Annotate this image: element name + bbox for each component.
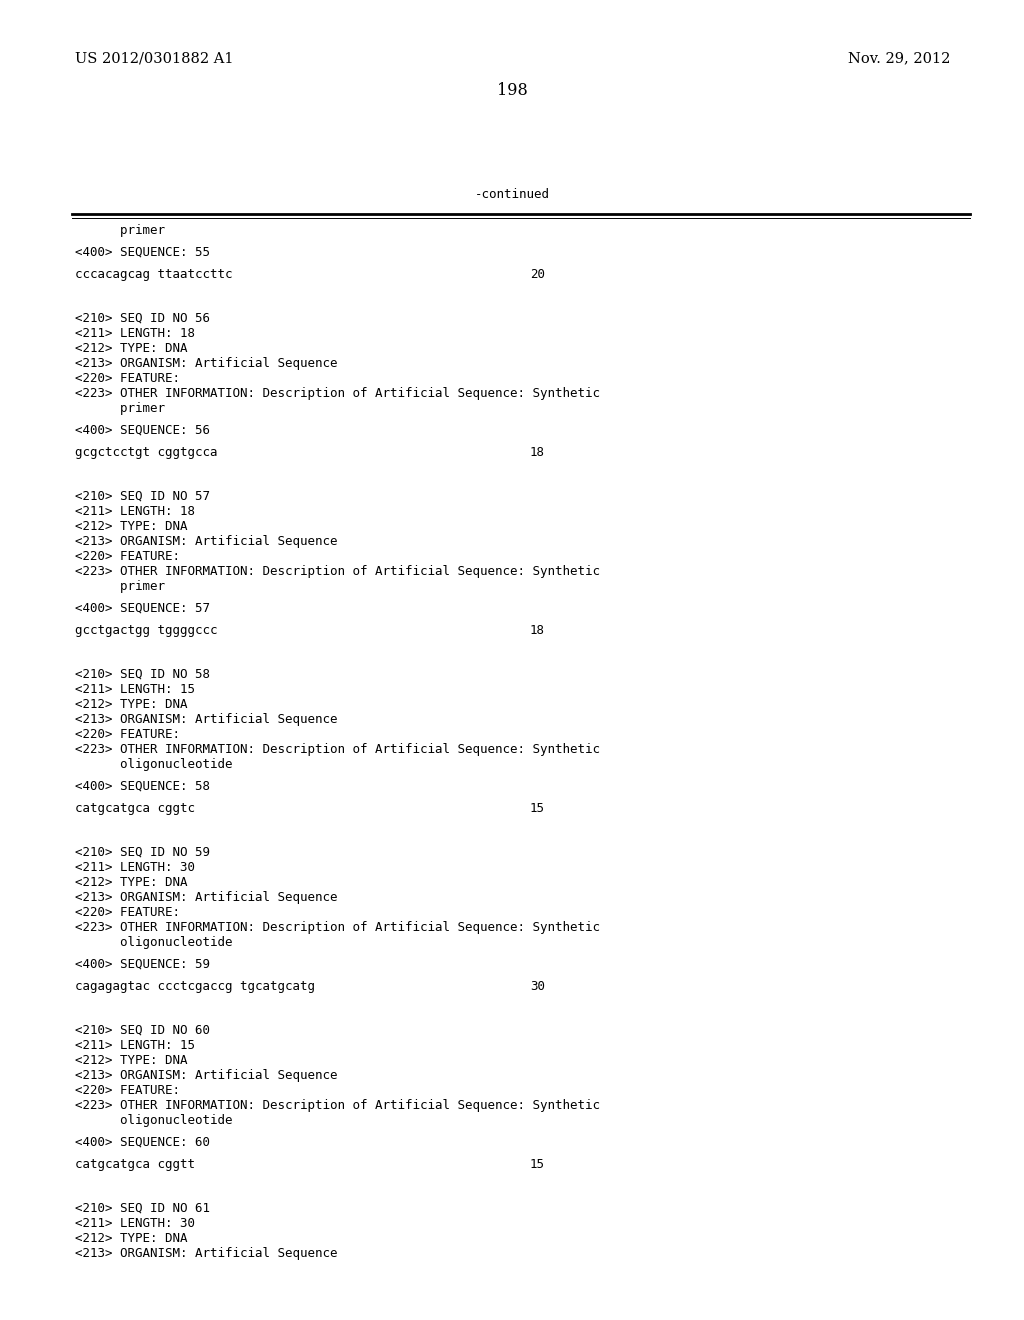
Text: <212> TYPE: DNA: <212> TYPE: DNA xyxy=(75,876,187,888)
Text: catgcatgca cggtt: catgcatgca cggtt xyxy=(75,1158,195,1171)
Text: 18: 18 xyxy=(530,446,545,459)
Text: catgcatgca cggtc: catgcatgca cggtc xyxy=(75,803,195,814)
Text: Nov. 29, 2012: Nov. 29, 2012 xyxy=(848,51,950,65)
Text: oligonucleotide: oligonucleotide xyxy=(75,1114,232,1127)
Text: <212> TYPE: DNA: <212> TYPE: DNA xyxy=(75,520,187,533)
Text: <210> SEQ ID NO 56: <210> SEQ ID NO 56 xyxy=(75,312,210,325)
Text: <220> FEATURE:: <220> FEATURE: xyxy=(75,550,180,564)
Text: <220> FEATURE:: <220> FEATURE: xyxy=(75,1084,180,1097)
Text: <211> LENGTH: 15: <211> LENGTH: 15 xyxy=(75,1039,195,1052)
Text: <223> OTHER INFORMATION: Description of Artificial Sequence: Synthetic: <223> OTHER INFORMATION: Description of … xyxy=(75,387,600,400)
Text: -continued: -continued xyxy=(474,187,550,201)
Text: <211> LENGTH: 15: <211> LENGTH: 15 xyxy=(75,682,195,696)
Text: <211> LENGTH: 18: <211> LENGTH: 18 xyxy=(75,327,195,341)
Text: 198: 198 xyxy=(497,82,527,99)
Text: <400> SEQUENCE: 58: <400> SEQUENCE: 58 xyxy=(75,780,210,793)
Text: <211> LENGTH: 18: <211> LENGTH: 18 xyxy=(75,506,195,517)
Text: <223> OTHER INFORMATION: Description of Artificial Sequence: Synthetic: <223> OTHER INFORMATION: Description of … xyxy=(75,743,600,756)
Text: <212> TYPE: DNA: <212> TYPE: DNA xyxy=(75,1053,187,1067)
Text: <213> ORGANISM: Artificial Sequence: <213> ORGANISM: Artificial Sequence xyxy=(75,713,338,726)
Text: <213> ORGANISM: Artificial Sequence: <213> ORGANISM: Artificial Sequence xyxy=(75,891,338,904)
Text: cagagagtac ccctcgaccg tgcatgcatg: cagagagtac ccctcgaccg tgcatgcatg xyxy=(75,979,315,993)
Text: <213> ORGANISM: Artificial Sequence: <213> ORGANISM: Artificial Sequence xyxy=(75,356,338,370)
Text: <212> TYPE: DNA: <212> TYPE: DNA xyxy=(75,698,187,711)
Text: <400> SEQUENCE: 60: <400> SEQUENCE: 60 xyxy=(75,1137,210,1148)
Text: <210> SEQ ID NO 57: <210> SEQ ID NO 57 xyxy=(75,490,210,503)
Text: <223> OTHER INFORMATION: Description of Artificial Sequence: Synthetic: <223> OTHER INFORMATION: Description of … xyxy=(75,1100,600,1111)
Text: oligonucleotide: oligonucleotide xyxy=(75,936,232,949)
Text: <210> SEQ ID NO 58: <210> SEQ ID NO 58 xyxy=(75,668,210,681)
Text: gcgctcctgt cggtgcca: gcgctcctgt cggtgcca xyxy=(75,446,217,459)
Text: 18: 18 xyxy=(530,624,545,638)
Text: <211> LENGTH: 30: <211> LENGTH: 30 xyxy=(75,1217,195,1230)
Text: <213> ORGANISM: Artificial Sequence: <213> ORGANISM: Artificial Sequence xyxy=(75,1247,338,1261)
Text: <212> TYPE: DNA: <212> TYPE: DNA xyxy=(75,1232,187,1245)
Text: 15: 15 xyxy=(530,1158,545,1171)
Text: <210> SEQ ID NO 60: <210> SEQ ID NO 60 xyxy=(75,1024,210,1038)
Text: 20: 20 xyxy=(530,268,545,281)
Text: <211> LENGTH: 30: <211> LENGTH: 30 xyxy=(75,861,195,874)
Text: <210> SEQ ID NO 59: <210> SEQ ID NO 59 xyxy=(75,846,210,859)
Text: 30: 30 xyxy=(530,979,545,993)
Text: <220> FEATURE:: <220> FEATURE: xyxy=(75,906,180,919)
Text: primer: primer xyxy=(75,403,165,414)
Text: <213> ORGANISM: Artificial Sequence: <213> ORGANISM: Artificial Sequence xyxy=(75,535,338,548)
Text: cccacagcag ttaatccttc: cccacagcag ttaatccttc xyxy=(75,268,232,281)
Text: <400> SEQUENCE: 56: <400> SEQUENCE: 56 xyxy=(75,424,210,437)
Text: US 2012/0301882 A1: US 2012/0301882 A1 xyxy=(75,51,233,65)
Text: 15: 15 xyxy=(530,803,545,814)
Text: <223> OTHER INFORMATION: Description of Artificial Sequence: Synthetic: <223> OTHER INFORMATION: Description of … xyxy=(75,921,600,935)
Text: <220> FEATURE:: <220> FEATURE: xyxy=(75,729,180,741)
Text: <223> OTHER INFORMATION: Description of Artificial Sequence: Synthetic: <223> OTHER INFORMATION: Description of … xyxy=(75,565,600,578)
Text: <213> ORGANISM: Artificial Sequence: <213> ORGANISM: Artificial Sequence xyxy=(75,1069,338,1082)
Text: <220> FEATURE:: <220> FEATURE: xyxy=(75,372,180,385)
Text: <210> SEQ ID NO 61: <210> SEQ ID NO 61 xyxy=(75,1203,210,1214)
Text: <400> SEQUENCE: 55: <400> SEQUENCE: 55 xyxy=(75,246,210,259)
Text: gcctgactgg tggggccc: gcctgactgg tggggccc xyxy=(75,624,217,638)
Text: primer: primer xyxy=(75,579,165,593)
Text: primer: primer xyxy=(75,224,165,238)
Text: <400> SEQUENCE: 59: <400> SEQUENCE: 59 xyxy=(75,958,210,972)
Text: oligonucleotide: oligonucleotide xyxy=(75,758,232,771)
Text: <400> SEQUENCE: 57: <400> SEQUENCE: 57 xyxy=(75,602,210,615)
Text: <212> TYPE: DNA: <212> TYPE: DNA xyxy=(75,342,187,355)
